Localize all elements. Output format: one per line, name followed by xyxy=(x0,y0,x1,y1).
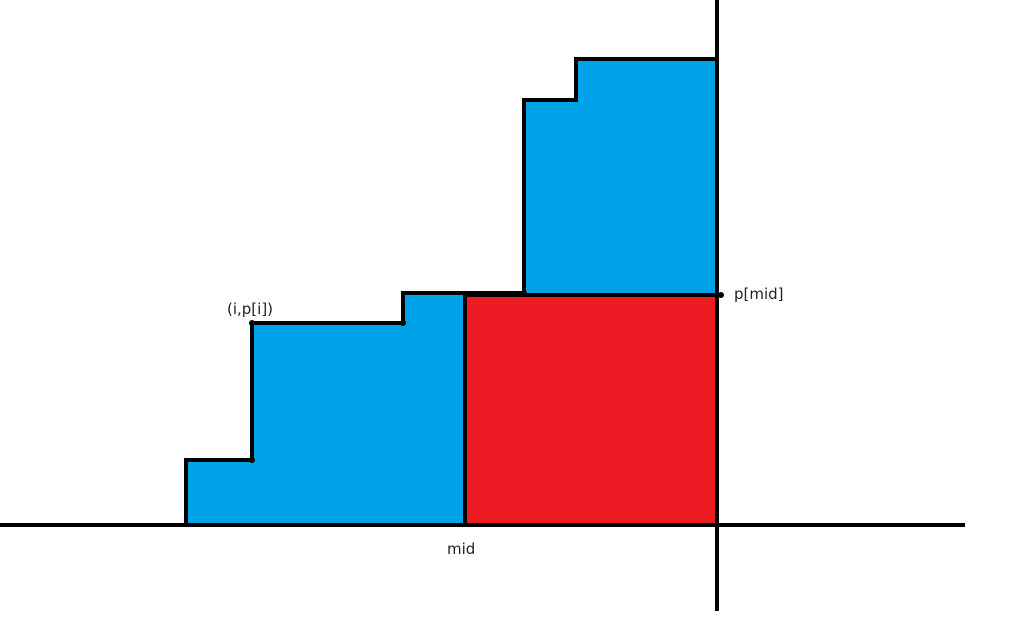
blue-staircase-upper xyxy=(524,59,717,293)
corner-dot xyxy=(521,290,527,296)
point-i-dot xyxy=(249,320,255,326)
corner-dot xyxy=(249,457,255,463)
mid-label: mid xyxy=(447,540,475,558)
staircase-outline-upper xyxy=(522,57,717,295)
blue-staircase-left xyxy=(186,293,465,525)
p-mid-dot xyxy=(718,292,724,298)
p-mid-label: p[mid] xyxy=(734,285,784,303)
corner-dot xyxy=(400,320,406,326)
point-label: (i,p[i]) xyxy=(227,300,273,318)
red-rectangle xyxy=(465,295,717,525)
